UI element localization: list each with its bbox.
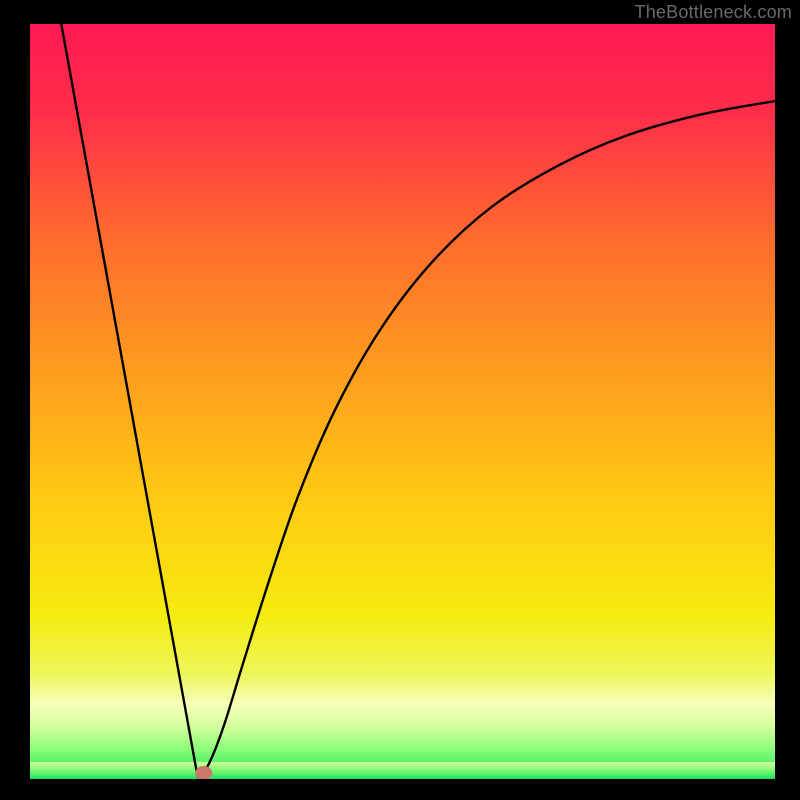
minimum-marker xyxy=(195,766,213,779)
plot-area xyxy=(30,24,775,779)
bottleneck-curve xyxy=(61,24,775,777)
frame-right xyxy=(775,0,800,800)
frame-bottom xyxy=(0,779,800,800)
watermark-text: TheBottleneck.com xyxy=(635,2,792,23)
curve-svg xyxy=(30,24,775,779)
frame-left xyxy=(0,0,30,800)
